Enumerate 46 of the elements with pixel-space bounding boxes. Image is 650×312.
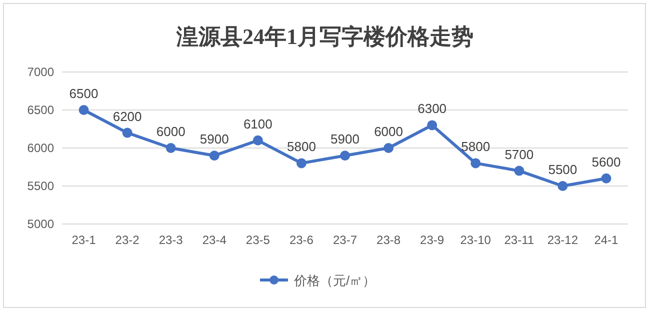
data-label: 5700 — [504, 146, 534, 162]
x-tick-label: 23-8 — [376, 233, 401, 247]
data-label: 6000 — [374, 124, 403, 139]
x-tick-label: 23-10 — [460, 233, 492, 247]
y-tick-label: 6500 — [27, 103, 54, 117]
chart-title: 湟源县24年1月写字楼价格走势 — [176, 24, 474, 49]
data-label: 6100 — [243, 116, 272, 132]
data-label: 5600 — [592, 154, 621, 170]
point — [78, 105, 89, 115]
point — [514, 166, 524, 176]
data-label: 6300 — [418, 101, 447, 116]
point — [209, 150, 220, 161]
point — [601, 173, 612, 184]
data-label: 6000 — [156, 124, 186, 139]
x-tick-label: 23-2 — [115, 233, 140, 247]
point — [122, 128, 132, 138]
y-tick-label: 5000 — [27, 217, 54, 231]
point — [427, 120, 438, 130]
x-tick-label: 23-12 — [547, 233, 578, 247]
x-tick-label: 23-9 — [420, 233, 444, 247]
point — [296, 158, 306, 168]
legend-label: 价格（元/㎡） — [293, 273, 376, 288]
data-label: 5800 — [461, 139, 490, 154]
point — [166, 143, 176, 153]
x-tick-label: 23-7 — [332, 233, 358, 247]
x-tick-label: 23-11 — [504, 233, 534, 247]
data-label: 6500 — [69, 86, 98, 101]
x-tick-label: 23-6 — [289, 233, 314, 247]
data-label: 6200 — [112, 108, 142, 124]
point — [252, 135, 263, 146]
point — [558, 181, 568, 191]
x-tick-label: 23-4 — [202, 233, 227, 247]
point — [470, 158, 481, 168]
x-tick-label: 23-1 — [72, 233, 96, 247]
point — [340, 150, 350, 161]
data-label: 5500 — [548, 162, 578, 177]
y-tick-label: 6000 — [27, 141, 54, 155]
point — [384, 143, 394, 153]
x-tick-label: 23-5 — [246, 233, 270, 247]
data-label: 5800 — [287, 139, 316, 154]
x-tick-label: 23-3 — [158, 233, 184, 247]
y-tick-label: 7000 — [27, 65, 54, 79]
y-tick-label: 5500 — [27, 179, 54, 193]
data-label: 5900 — [330, 132, 360, 147]
x-tick-label: 24-1 — [594, 233, 619, 247]
data-label: 5900 — [200, 132, 229, 147]
